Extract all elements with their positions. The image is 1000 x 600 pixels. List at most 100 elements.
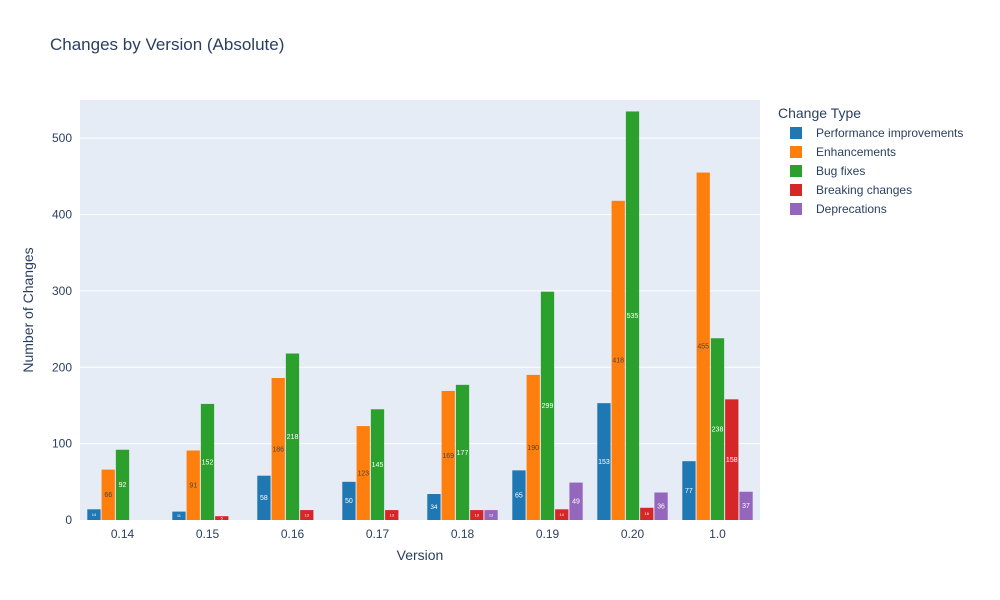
legend-item-label[interactable]: Enhancements [816,145,896,159]
bar-value-label: 153 [598,459,610,466]
legend-item-label[interactable]: Performance improvements [816,126,963,140]
bar-value-label: 16 [645,511,650,516]
bar[interactable] [285,353,300,520]
bar[interactable] [257,475,271,520]
y-tick-label: 300 [52,284,72,298]
bar-value-label: 238 [712,426,724,433]
bar-value-label: 37 [742,503,750,510]
bar-value-label: 13 [305,512,310,517]
bar[interactable] [725,399,739,520]
bar-value-label: 14 [92,512,97,517]
bar[interactable] [385,510,399,520]
bar[interactable] [526,374,540,520]
bar-value-label: 158 [726,457,738,464]
x-tick-label: 1.0 [709,527,726,541]
y-axis-ticks: 0 100 200 300 400 500 [52,131,72,527]
x-tick-label: 0.18 [451,527,475,541]
bar-value-label: 58 [260,495,268,502]
bar-value-label: 455 [697,344,709,351]
legend-item-label[interactable]: Deprecations [816,202,887,216]
bar[interactable] [186,450,200,520]
bar[interactable] [682,461,696,520]
y-tick-label: 400 [52,208,72,222]
x-tick-label: 0.17 [366,527,390,541]
bar[interactable] [356,426,370,520]
bar[interactable] [101,469,115,520]
plot-area [80,100,760,520]
bar[interactable] [87,509,101,520]
bar[interactable] [640,507,654,520]
bar-value-label: 190 [527,445,539,452]
bar-value-label: 91 [189,483,197,490]
bar-value-label: 50 [345,498,353,505]
bar-value-label: 11 [177,513,182,518]
legend-title: Change Type [778,105,861,121]
y-tick-label: 500 [52,131,72,145]
bar-value-label: 65 [515,493,523,500]
bar-value-label: 36 [657,504,665,511]
legend-swatch[interactable] [790,165,802,177]
bar[interactable] [342,481,356,520]
bar-value-label: 123 [357,470,369,477]
legend-item-label[interactable]: Breaking changes [816,183,912,197]
bar[interactable] [441,390,455,520]
bar-value-label: 77 [685,488,693,495]
x-tick-label: 0.20 [621,527,645,541]
bar-value-label: 49 [572,499,580,506]
bar[interactable] [200,403,215,520]
bar-value-label: 299 [542,403,554,410]
bar[interactable] [540,291,555,520]
legend-swatch[interactable] [790,127,802,139]
bar[interactable] [555,509,569,520]
bar[interactable] [512,470,526,520]
bar-value-label: 14 [560,512,565,517]
bar[interactable] [710,338,725,520]
x-axis-title: Version [397,547,444,563]
bar[interactable] [172,511,186,520]
bar-value-label: 13 [489,512,494,517]
y-tick-label: 100 [52,437,72,451]
bar[interactable] [654,492,668,520]
bar[interactable] [115,449,130,520]
bar[interactable] [611,200,625,521]
bar[interactable] [455,384,470,520]
bar-value-label: 177 [457,450,469,457]
bar[interactable] [625,111,640,521]
bar[interactable] [597,403,611,520]
bar[interactable] [569,482,583,520]
bar[interactable] [300,510,314,520]
bar[interactable] [271,377,285,520]
bar-value-label: 186 [272,446,284,453]
legend-swatch[interactable] [790,203,802,215]
x-tick-label: 0.16 [281,527,305,541]
legend-swatch[interactable] [790,146,802,158]
bar-value-label: 66 [104,492,112,499]
y-tick-label: 200 [52,360,72,374]
chart-title: Changes by Version (Absolute) [50,35,284,54]
x-tick-label: 0.19 [536,527,560,541]
bar-value-label: 34 [430,504,438,511]
bar-value-label: 169 [442,453,454,460]
legend-item-label[interactable]: Bug fixes [816,164,865,178]
legend-swatch[interactable] [790,184,802,196]
y-axis-title: Number of Changes [20,247,36,372]
legend[interactable]: Change Type Performance improvements Enha… [778,105,963,216]
x-tick-label: 0.14 [111,527,135,541]
bar[interactable] [696,172,710,520]
y-tick-label: 0 [65,513,72,527]
bar-value-label: 92 [119,482,127,489]
bar-value-label: 5 [221,515,224,520]
bar[interactable] [470,510,484,520]
x-tick-label: 0.15 [196,527,220,541]
bar-value-label: 535 [627,313,639,320]
bar-value-label: 145 [372,462,384,469]
bar[interactable] [484,510,498,520]
bar[interactable] [370,409,385,520]
bar[interactable] [739,491,753,520]
bar[interactable] [427,494,441,520]
bar-value-label: 418 [612,358,624,365]
bar[interactable] [215,516,229,520]
bar-value-label: 13 [475,512,480,517]
